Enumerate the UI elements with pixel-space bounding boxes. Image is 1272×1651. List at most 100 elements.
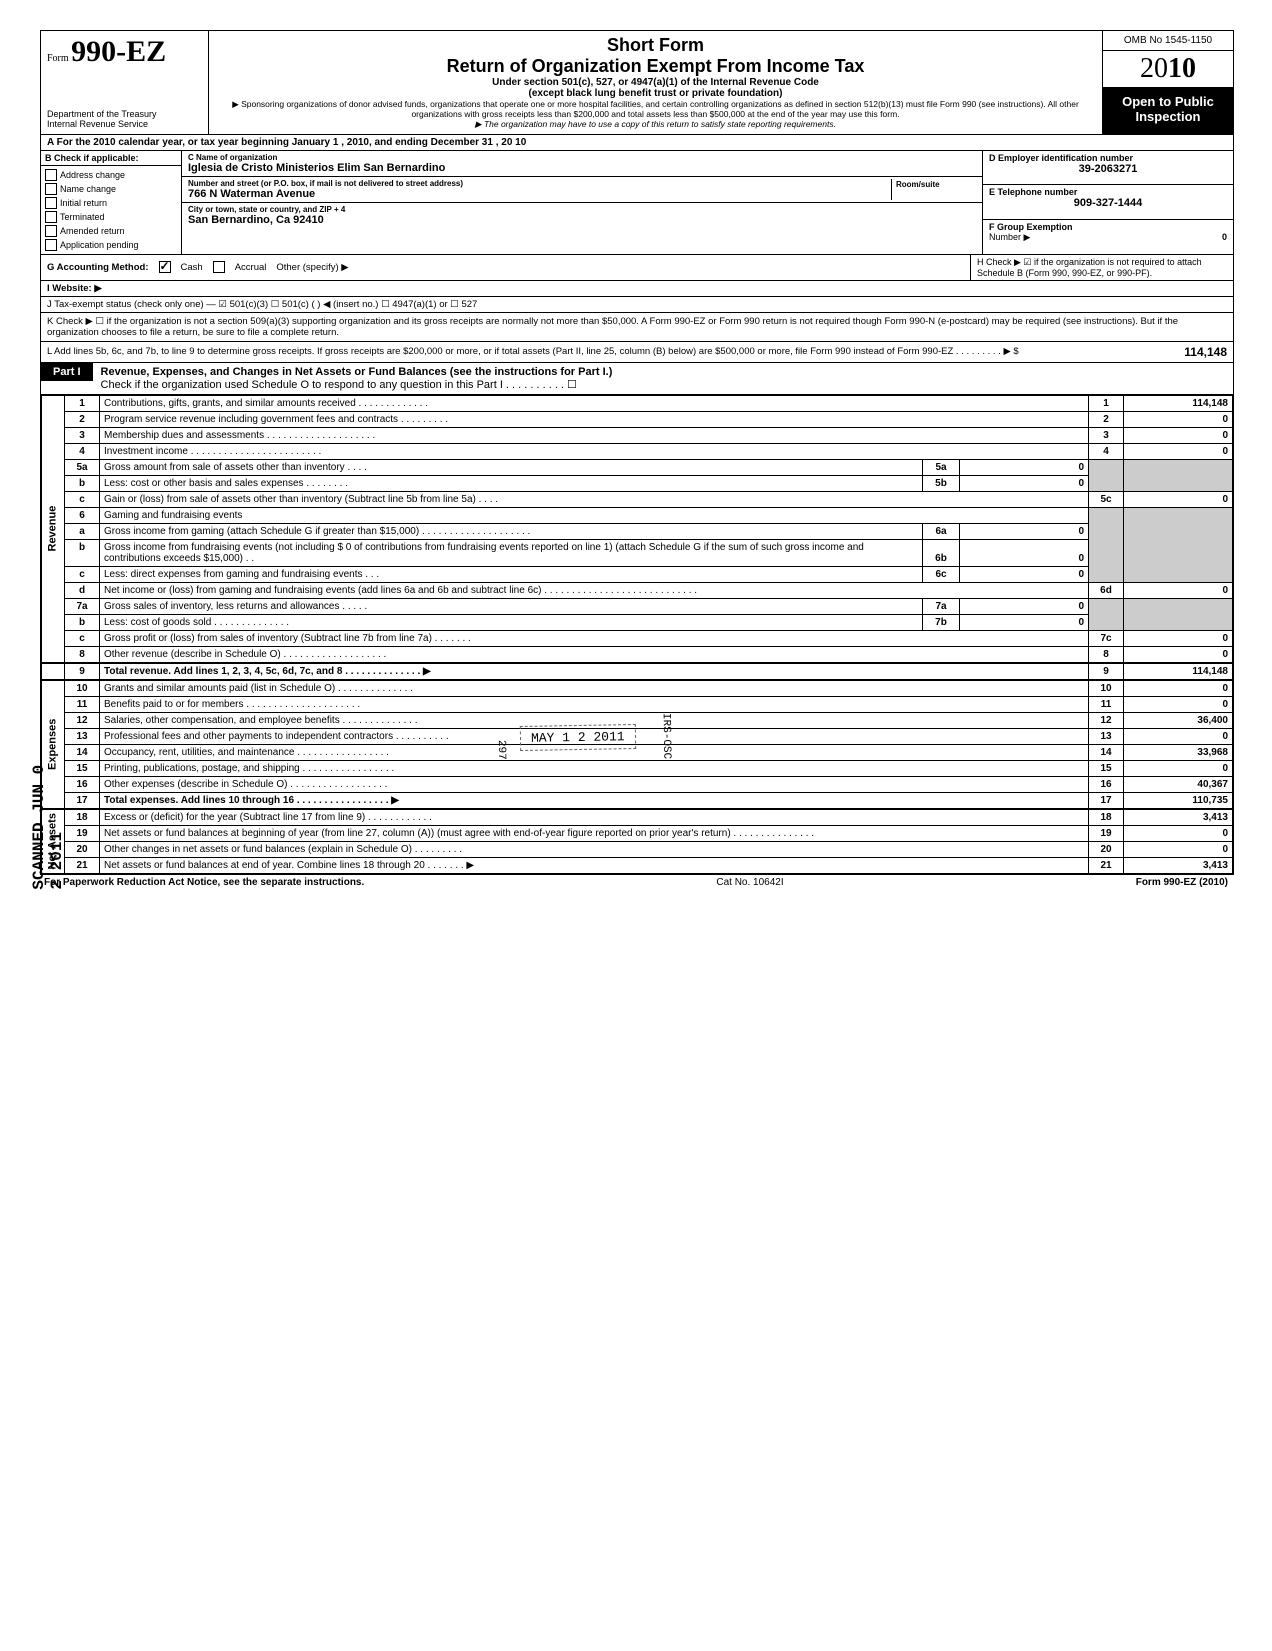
line20-amount: 0 [1124,841,1233,857]
room-label: Room/suite [896,180,944,189]
header-note1: ▶ Sponsoring organizations of donor advi… [219,99,1092,119]
line16-amount: 40,367 [1124,776,1233,792]
phone: 909-327-1444 [989,197,1227,209]
tax-exempt-status: J Tax-exempt status (check only one) — ☑… [41,297,982,312]
f-label: F Group Exemption [989,222,1227,232]
org-name: Iglesia de Cristo Ministerios Elim San B… [188,162,976,174]
d-label: D Employer identification number [989,153,1227,163]
form-990ez: Form 990-EZ Department of the Treasury I… [40,30,1234,875]
check-amended[interactable]: Amended return [45,224,177,238]
l-amount: 114,148 [1127,345,1227,359]
open-line2: Inspection [1105,109,1231,124]
dept-line2: Internal Revenue Service [47,120,202,130]
line5a-amount: 0 [960,459,1089,475]
line7a-amount: 0 [960,598,1089,614]
column-c-org-info: C Name of organization Iglesia de Cristo… [182,151,982,254]
line10-amount: 0 [1124,680,1233,697]
form-label-small: Form [47,53,69,64]
b-header: B Check if applicable: [41,151,181,166]
check-initial-return[interactable]: Initial return [45,196,177,210]
part1-label: Part I [41,363,93,381]
subtitle2: (except black lung benefit trust or priv… [219,88,1092,99]
line7b-amount: 0 [960,614,1089,630]
line9-amount: 114,148 [1124,663,1233,680]
row-k: K Check ▶ ☐ if the organization is not a… [41,313,1233,342]
check-terminated[interactable]: Terminated [45,210,177,224]
check-application-pending[interactable]: Application pending [45,238,177,252]
subtitle1: Under section 501(c), 527, or 4947(a)(1)… [219,77,1092,88]
line6c-amount: 0 [960,566,1089,582]
line17-amount: 110,735 [1124,792,1233,809]
column-d-e-f: D Employer identification number 39-2063… [982,151,1233,254]
line15-amount: 0 [1124,760,1233,776]
line1-amount: 114,148 [1124,395,1233,411]
department: Department of the Treasury Internal Reve… [47,110,202,130]
line5c-amount: 0 [1124,491,1233,507]
title-return: Return of Organization Exempt From Incom… [219,56,1092,77]
irs-stamp: IRS-OSC [660,713,673,759]
org-city: San Bernardino, Ca 92410 [188,214,976,226]
line6d-amount: 0 [1124,582,1233,598]
line4-amount: 0 [1124,443,1233,459]
e-label: E Telephone number [989,187,1227,197]
line21-amount: 3,413 [1124,857,1233,873]
title-short-form: Short Form [219,35,1092,56]
received-stamp: MAY 1 2 2011 [520,724,636,751]
line18-amount: 3,413 [1124,809,1233,826]
line5b-amount: 0 [960,475,1089,491]
column-b-checkboxes: B Check if applicable: Address change Na… [41,151,182,254]
header-center: Short Form Return of Organization Exempt… [209,31,1102,134]
org-address: 766 N Waterman Avenue [188,188,891,200]
section-identity: B Check if applicable: Address change Na… [41,151,1233,255]
check-cash[interactable] [159,261,171,273]
group-exemption: 0 [1222,232,1227,242]
header-right: OMB No 1545-1150 2010 Open to Public Ins… [1102,31,1233,134]
part1-header: Part I Revenue, Expenses, and Changes in… [41,363,1233,395]
line6b-amount: 0 [960,539,1089,566]
k-text: K Check ▶ ☐ if the organization is not a… [47,316,1227,338]
tax-year: 2010 [1103,51,1233,88]
check-accrual[interactable] [213,261,225,273]
line14-amount: 33,968 [1124,744,1233,760]
row-i: I Website: ▶ [41,281,1233,297]
omb-number: OMB No 1545-1150 [1103,31,1233,51]
part1-title: Revenue, Expenses, and Changes in Net As… [93,363,1233,394]
line7c-amount: 0 [1124,630,1233,646]
line12-amount: 36,400 [1124,712,1233,728]
f-label2: Number ▶ [989,232,1030,243]
line2-amount: 0 [1124,411,1233,427]
row-g-h: G Accounting Method: Cash Accrual Other … [41,255,1233,281]
scanned-stamp: SCANNED JUN 0 2 2011 [30,750,66,890]
l-text: L Add lines 5b, 6c, and 7b, to line 9 to… [47,346,1127,357]
footer-left: For Paperwork Reduction Act Notice, see … [44,877,364,888]
city-label: City or town, state or country, and ZIP … [188,205,976,214]
open-line1: Open to Public [1105,94,1231,109]
line19-amount: 0 [1124,825,1233,841]
line13-amount: 0 [1124,728,1233,744]
form-number: Form 990-EZ [47,35,202,69]
form-header: Form 990-EZ Department of the Treasury I… [41,31,1233,135]
g-label: G Accounting Method: [47,262,149,273]
form-footer: For Paperwork Reduction Act Notice, see … [40,875,1232,890]
row-j: J Tax-exempt status (check only one) — ☑… [41,297,1233,313]
row-a-tax-year: A For the 2010 calendar year, or tax yea… [41,135,1233,151]
check-address-change[interactable]: Address change [45,168,177,182]
footer-mid: Cat No. 10642I [716,877,783,888]
line3-amount: 0 [1124,427,1233,443]
year-suffix: 10 [1168,53,1196,84]
line11-amount: 0 [1124,696,1233,712]
year-prefix: 20 [1140,53,1168,84]
stamp-297: 297 [495,740,507,760]
side-revenue: Revenue [42,395,65,663]
line6a-amount: 0 [960,523,1089,539]
check-name-change[interactable]: Name change [45,182,177,196]
c-label: C Name of organization [188,153,976,162]
footer-right: Form 990-EZ (2010) [1136,877,1228,888]
form-label-big: 990-EZ [71,35,166,68]
addr-label: Number and street (or P.O. box, if mail … [188,179,891,188]
header-note2: ▶ The organization may have to use a cop… [219,119,1092,129]
line8-amount: 0 [1124,646,1233,663]
part1-table: Revenue 1 Contributions, gifts, grants, … [41,395,1233,874]
open-to-public: Open to Public Inspection [1103,88,1233,134]
row-l: L Add lines 5b, 6c, and 7b, to line 9 to… [41,342,1233,363]
